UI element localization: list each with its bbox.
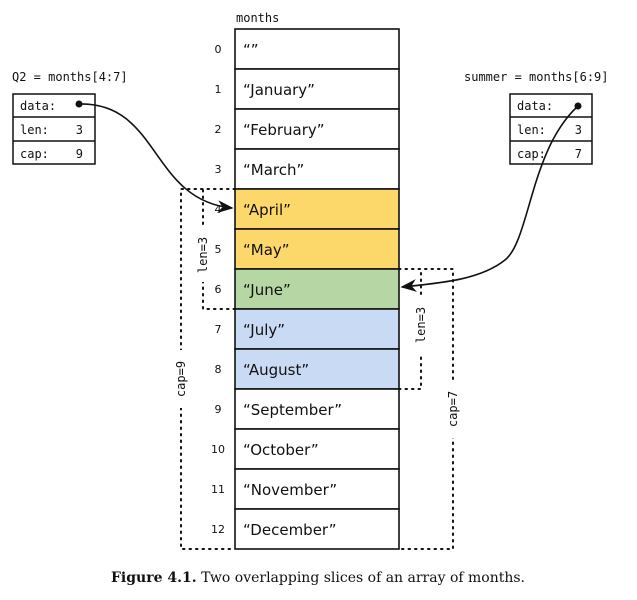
array-cell bbox=[234, 468, 400, 510]
array-cell-value: “July” bbox=[243, 321, 285, 339]
array-index: 11 bbox=[211, 483, 225, 496]
caption-figure-number: Figure 4.1. bbox=[111, 570, 197, 586]
array-index: 10 bbox=[211, 443, 225, 456]
array-name: months bbox=[236, 11, 279, 25]
q2-cap-bracket-label: cap=9 bbox=[174, 361, 188, 397]
q2-cap-value: 9 bbox=[76, 147, 83, 161]
q2-len-label: len: bbox=[20, 123, 49, 137]
array-index: 9 bbox=[215, 403, 222, 416]
summer-data-label: data: bbox=[517, 99, 553, 113]
q2-len-bracket-label: len=3 bbox=[196, 237, 210, 273]
summer-cap-bracket-label: cap=7 bbox=[446, 391, 460, 427]
array-cell-value: “March” bbox=[243, 161, 304, 179]
array-cell-value: “August” bbox=[243, 361, 309, 379]
summer-len-bracket bbox=[398, 268, 422, 390]
months-array: 0 “”1 “January”2 “February”3 “March”4 “April”… bbox=[211, 28, 400, 550]
summer-cap-value: 7 bbox=[575, 147, 582, 161]
array-index: 1 bbox=[215, 83, 222, 96]
summer-len-bracket-label: len=3 bbox=[414, 307, 428, 343]
array-cell bbox=[234, 108, 400, 150]
array-cell bbox=[234, 508, 400, 550]
array-cell-value: “November” bbox=[243, 481, 337, 499]
summer-pointer-dot bbox=[574, 102, 582, 110]
caption-text: Two overlapping slices of an array of mo… bbox=[201, 570, 525, 586]
q2-label: Q2 = months[4:7] bbox=[12, 70, 128, 84]
array-index: 6 bbox=[215, 283, 222, 296]
array-cell bbox=[234, 428, 400, 470]
q2-data-pointer-arrow bbox=[78, 103, 234, 213]
array-cell-value: “October” bbox=[243, 441, 319, 459]
array-cell bbox=[234, 188, 400, 230]
array-cell-value: “February” bbox=[243, 121, 325, 139]
array-index: 8 bbox=[215, 363, 222, 376]
array-cell bbox=[234, 388, 400, 430]
array-cell-value: “June” bbox=[243, 281, 291, 299]
array-index: 12 bbox=[211, 523, 225, 536]
summer-cap-label: cap: bbox=[517, 147, 546, 161]
summer-data-pointer-arrow bbox=[400, 105, 579, 292]
summer-len-label: len: bbox=[517, 123, 546, 137]
array-index: 3 bbox=[215, 163, 222, 176]
array-cell-value: “December” bbox=[243, 521, 337, 539]
array-cell-value: “April” bbox=[243, 201, 291, 219]
array-cell-value: “May” bbox=[243, 241, 290, 259]
array-cell-value: “January” bbox=[243, 81, 315, 99]
array-index: 5 bbox=[215, 243, 222, 256]
summer-label: summer = months[6:9] bbox=[464, 70, 609, 84]
summer-len-value: 3 bbox=[575, 123, 582, 137]
array-index: 2 bbox=[215, 123, 222, 136]
array-index: 0 bbox=[215, 43, 222, 56]
array-cell-value: “September” bbox=[243, 401, 342, 419]
array-cell bbox=[234, 28, 400, 70]
q2-cap-label: cap: bbox=[20, 147, 49, 161]
summer-slice-header: data: len: 3 cap: 7 bbox=[509, 93, 593, 165]
array-cell-value: “” bbox=[243, 41, 259, 59]
q2-pointer-dot bbox=[75, 100, 83, 108]
figure-caption: Figure 4.1. Two overlapping slices of an… bbox=[111, 570, 525, 586]
q2-len-value: 3 bbox=[76, 123, 83, 137]
q2-data-label: data: bbox=[20, 99, 56, 113]
array-index: 7 bbox=[215, 323, 222, 336]
array-cell bbox=[234, 68, 400, 110]
